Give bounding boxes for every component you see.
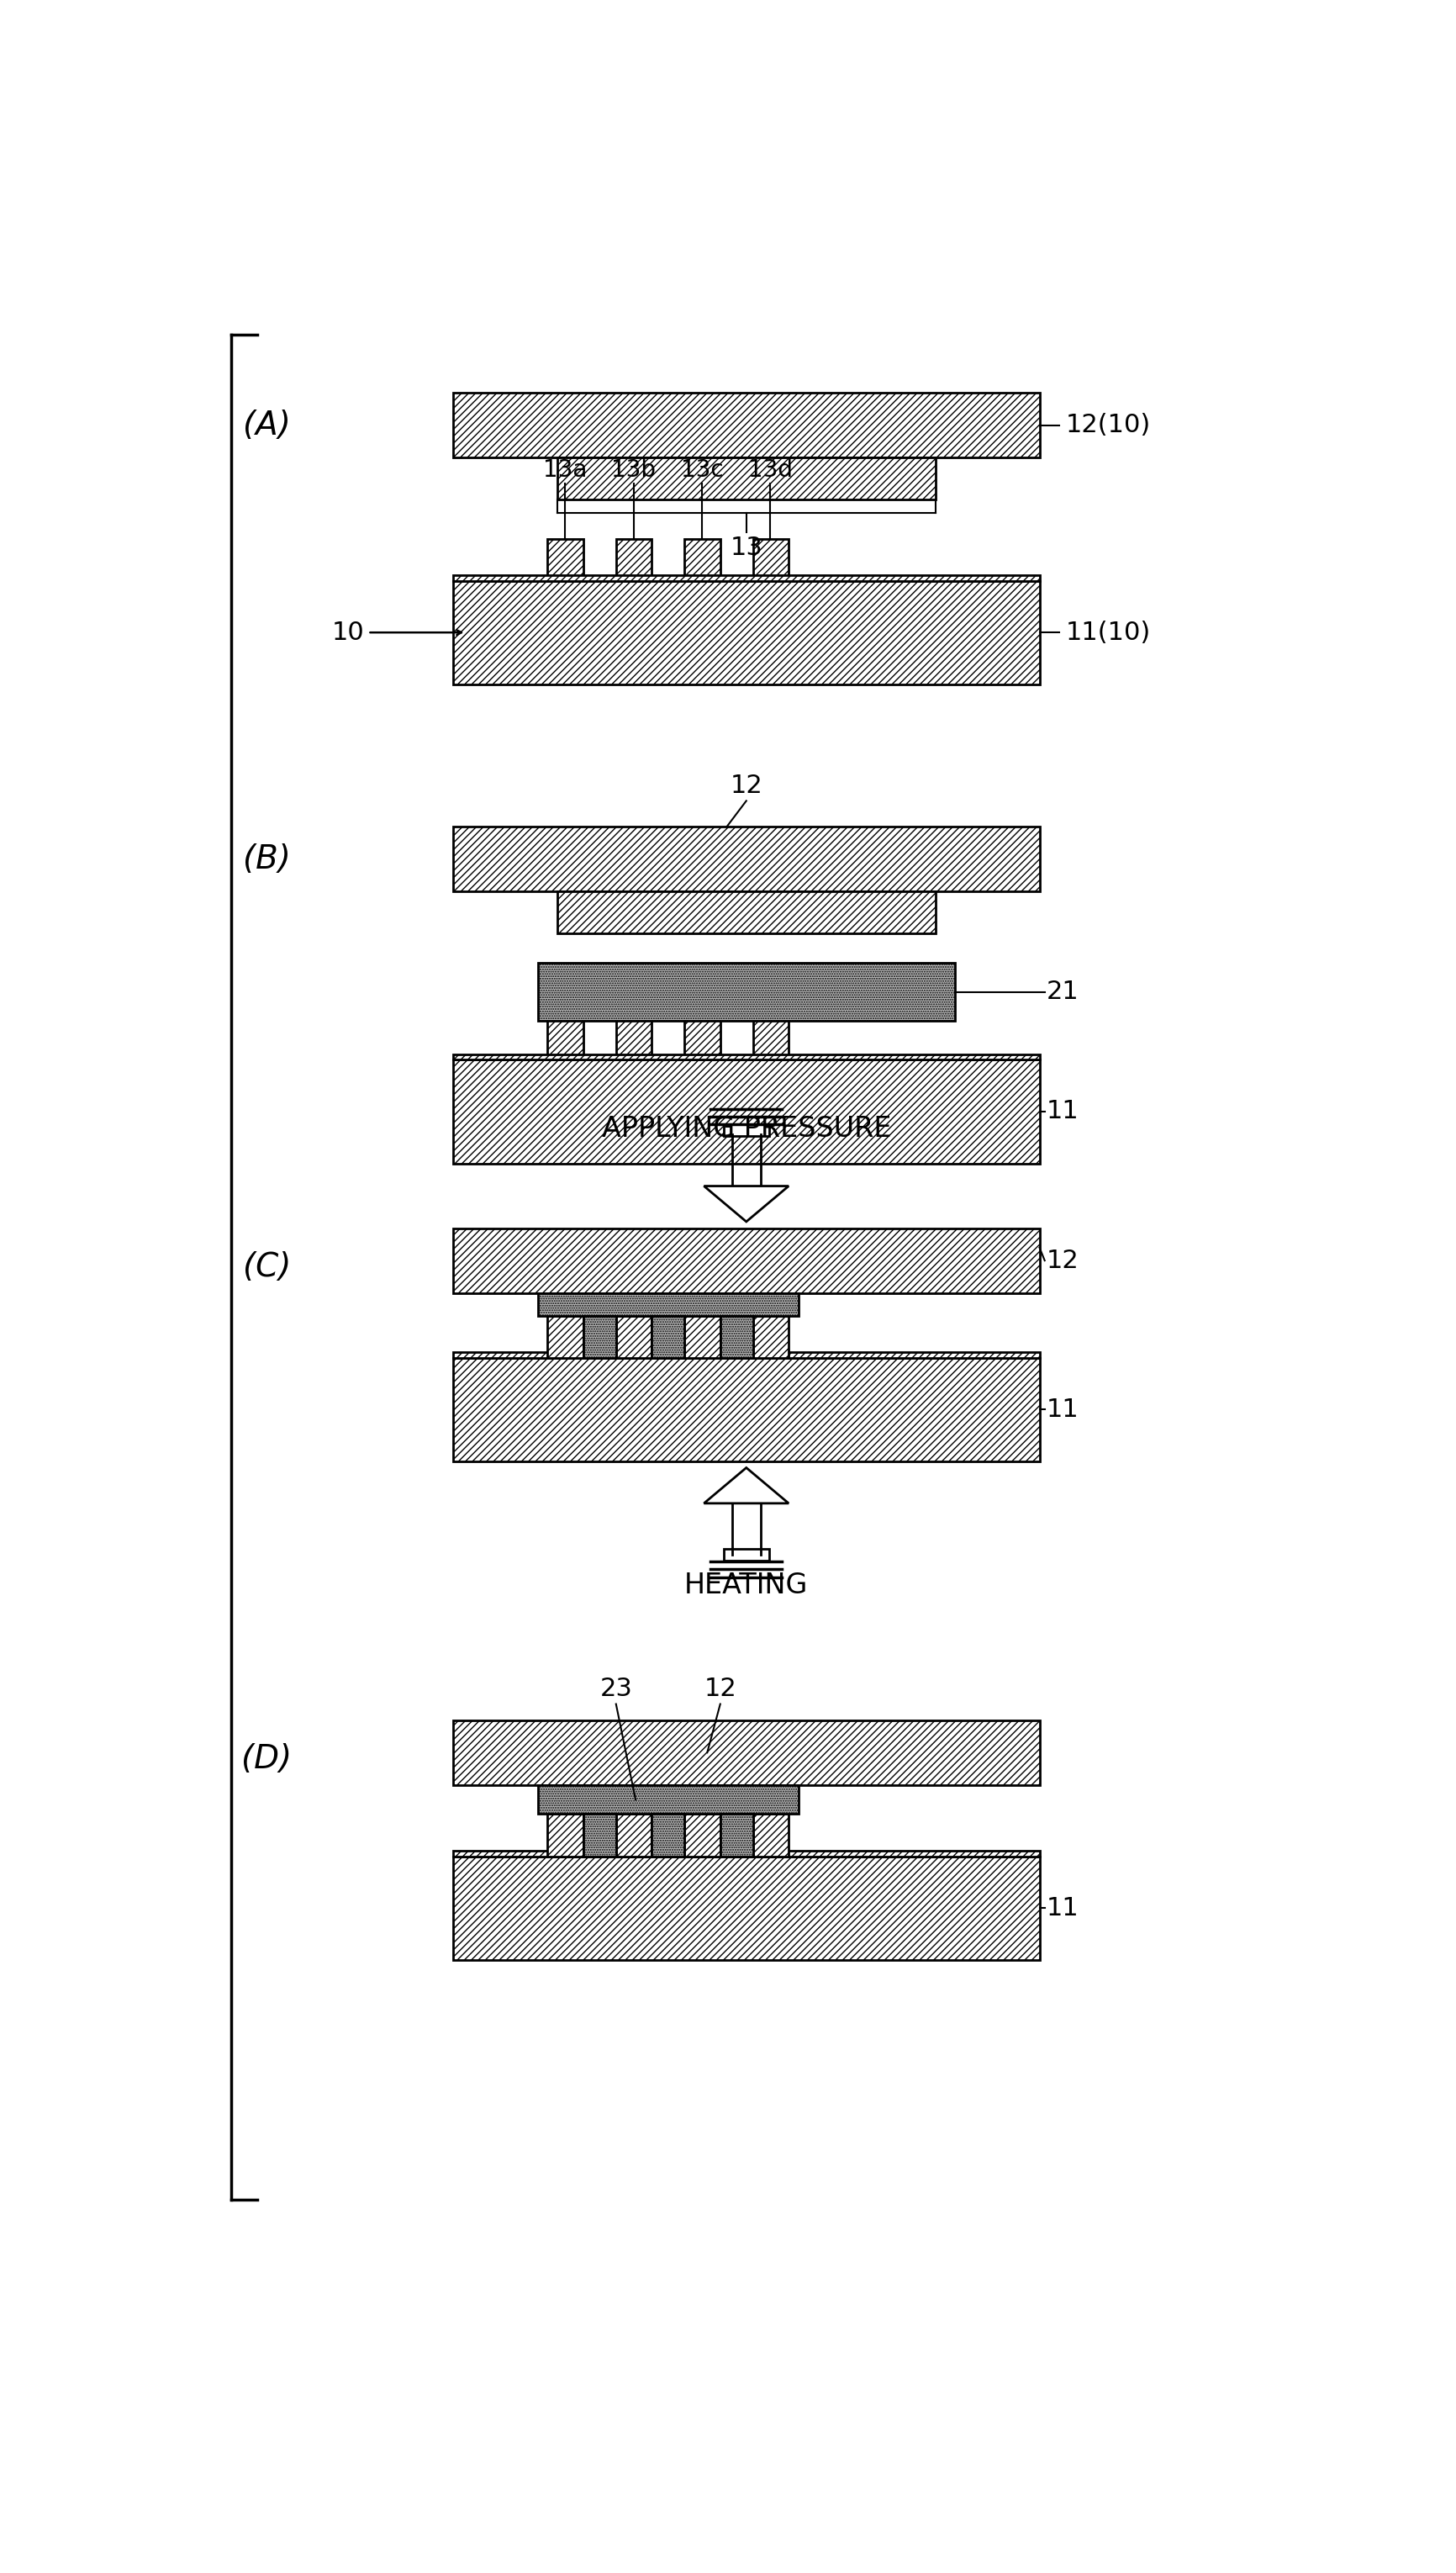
Bar (453, 1055, 1040, 1060)
Bar (651, 1814, 684, 1855)
Text: 11: 11 (1045, 1397, 1077, 1423)
Bar (453, 1060, 1040, 1163)
Bar (724, 1549, 769, 1559)
Text: 10: 10 (332, 620, 364, 646)
Text: (A): (A) (243, 409, 291, 443)
Bar (684, 538, 719, 581)
Bar (616, 1814, 651, 1855)
Text: 21: 21 (1045, 980, 1077, 1003)
Text: 11(10): 11(10) (1064, 620, 1150, 646)
Bar (453, 1850, 1040, 1855)
Bar (453, 1721, 1040, 1786)
Bar (558, 458, 935, 499)
Bar (537, 1786, 798, 1814)
Bar (453, 581, 1040, 684)
Bar (651, 1315, 684, 1359)
Bar (616, 1315, 651, 1359)
Bar (724, 1124, 769, 1137)
Text: 23: 23 (600, 1678, 632, 1701)
Text: 13b: 13b (612, 458, 655, 481)
Bar (547, 538, 582, 581)
Bar (582, 1814, 616, 1855)
Bar (537, 1292, 798, 1315)
Text: (B): (B) (243, 844, 291, 875)
Bar (684, 1019, 719, 1060)
Bar (753, 1315, 788, 1359)
Polygon shape (703, 1186, 788, 1222)
Text: 12(10): 12(10) (1064, 414, 1150, 437)
Text: 12: 12 (1045, 1248, 1077, 1274)
Text: (D): (D) (242, 1742, 291, 1775)
Bar (582, 1315, 616, 1359)
Bar (453, 826, 1040, 890)
Text: 13c: 13c (680, 458, 722, 481)
Bar (753, 538, 788, 581)
Bar (453, 1855, 1040, 1961)
Text: APPLYING PRESSURE: APPLYING PRESSURE (601, 1114, 891, 1142)
Text: 12: 12 (703, 1678, 737, 1701)
Text: (C): (C) (243, 1250, 291, 1284)
Text: 13d: 13d (748, 458, 792, 481)
Bar (453, 576, 1040, 581)
Bar (719, 1315, 753, 1359)
Bar (753, 1019, 788, 1060)
Bar (558, 890, 935, 934)
Text: 11: 11 (1045, 1099, 1077, 1124)
Polygon shape (703, 1467, 788, 1503)
Bar (719, 1814, 753, 1855)
Bar (547, 1019, 582, 1060)
Bar (453, 1359, 1040, 1461)
Bar (684, 1814, 719, 1855)
Bar (616, 1019, 651, 1060)
Bar (753, 1814, 788, 1855)
Bar (616, 538, 651, 581)
Bar (453, 1353, 1040, 1359)
Bar (547, 1315, 582, 1359)
Bar (547, 1814, 582, 1855)
Bar (453, 394, 1040, 458)
Text: 12: 12 (729, 774, 761, 798)
Bar (453, 1227, 1040, 1292)
Text: 13: 13 (729, 535, 761, 561)
Bar (537, 962, 954, 1021)
Text: HEATING: HEATING (684, 1572, 808, 1598)
Text: 13a: 13a (543, 458, 587, 481)
Text: 11: 11 (1045, 1896, 1077, 1919)
Bar (684, 1315, 719, 1359)
